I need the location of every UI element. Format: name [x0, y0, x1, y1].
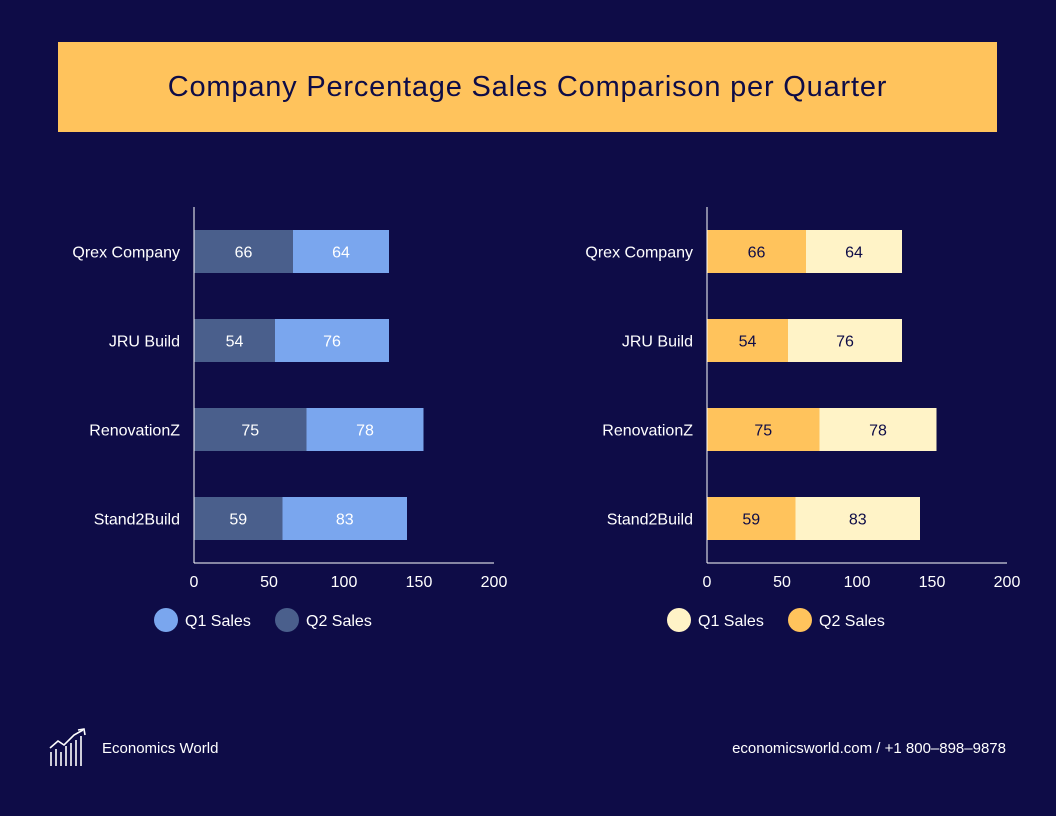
category-label: Stand2Build [607, 512, 693, 529]
category-label: RenovationZ [89, 423, 180, 440]
data-label: 78 [356, 423, 374, 440]
bar-q2-sales [707, 497, 796, 540]
data-label: 64 [332, 245, 350, 262]
title-banner: Company Percentage Sales Comparison per … [58, 42, 997, 132]
legend-swatch [154, 608, 178, 632]
category-label: JRU Build [109, 334, 180, 351]
footer-contact: economicsworld.com / +1 800–898–9878 [732, 740, 1006, 757]
contact-info: economicsworld.com / +1 800–898–9878 [732, 740, 1006, 757]
data-label: 83 [336, 512, 354, 529]
x-tick-label: 200 [994, 574, 1021, 591]
bar-q2-sales [194, 497, 283, 540]
legend-swatch [275, 608, 299, 632]
legend-swatch [667, 608, 691, 632]
data-label: 66 [235, 245, 253, 262]
bar-q2-sales [194, 319, 275, 362]
data-label: 76 [323, 334, 341, 351]
category-label: JRU Build [622, 334, 693, 351]
bar-q1-sales [788, 319, 902, 362]
bar-q2-sales [194, 230, 293, 273]
data-label: 54 [739, 334, 757, 351]
data-label: 78 [869, 423, 887, 440]
page-title: Company Percentage Sales Comparison per … [167, 70, 888, 103]
x-tick-label: 0 [703, 574, 712, 591]
x-tick-label: 200 [481, 574, 508, 591]
data-label: 54 [226, 334, 244, 351]
bar-q2-sales [194, 408, 307, 451]
bar-q2-sales [707, 408, 820, 451]
x-tick-label: 100 [844, 574, 871, 591]
footer-brand: Economics World [48, 728, 218, 768]
bar-q1-sales [806, 230, 902, 273]
brand-name: Economics World [102, 739, 219, 757]
legend-label: Q1 Sales [698, 613, 764, 630]
bar-q1-sales [306, 408, 424, 451]
data-label: 59 [742, 512, 760, 529]
charts-canvas: 66 64 Qrex Company 54 76 JRU Build 75 78 Renovat… [72, 207, 1021, 632]
data-label: 75 [754, 423, 772, 440]
x-tick-label: 150 [406, 574, 433, 591]
legend-label: Q2 Sales [819, 613, 885, 630]
x-tick-label: 0 [190, 574, 199, 591]
x-tick-label: 100 [331, 574, 358, 591]
bar-q1-sales [275, 319, 389, 362]
data-label: 64 [845, 245, 863, 262]
bar-q2-sales [707, 319, 788, 362]
category-label: Stand2Build [94, 512, 180, 529]
data-label: 75 [241, 423, 259, 440]
x-tick-label: 50 [773, 574, 791, 591]
bar-q1-sales [795, 497, 920, 540]
legend-label: Q2 Sales [306, 613, 372, 630]
bar-q1-sales [819, 408, 937, 451]
legend-swatch [788, 608, 812, 632]
legend-label: Q1 Sales [185, 613, 251, 630]
data-label: 66 [748, 245, 766, 262]
data-label: 83 [849, 512, 867, 529]
growth-chart-icon [49, 728, 86, 766]
category-label: RenovationZ [602, 423, 693, 440]
x-tick-label: 150 [919, 574, 946, 591]
data-label: 76 [836, 334, 854, 351]
category-label: Qrex Company [585, 245, 693, 262]
bar-q1-sales [293, 230, 389, 273]
x-tick-label: 50 [260, 574, 278, 591]
category-label: Qrex Company [72, 245, 180, 262]
data-label: 59 [229, 512, 247, 529]
bar-q2-sales [707, 230, 806, 273]
bar-q1-sales [282, 497, 407, 540]
